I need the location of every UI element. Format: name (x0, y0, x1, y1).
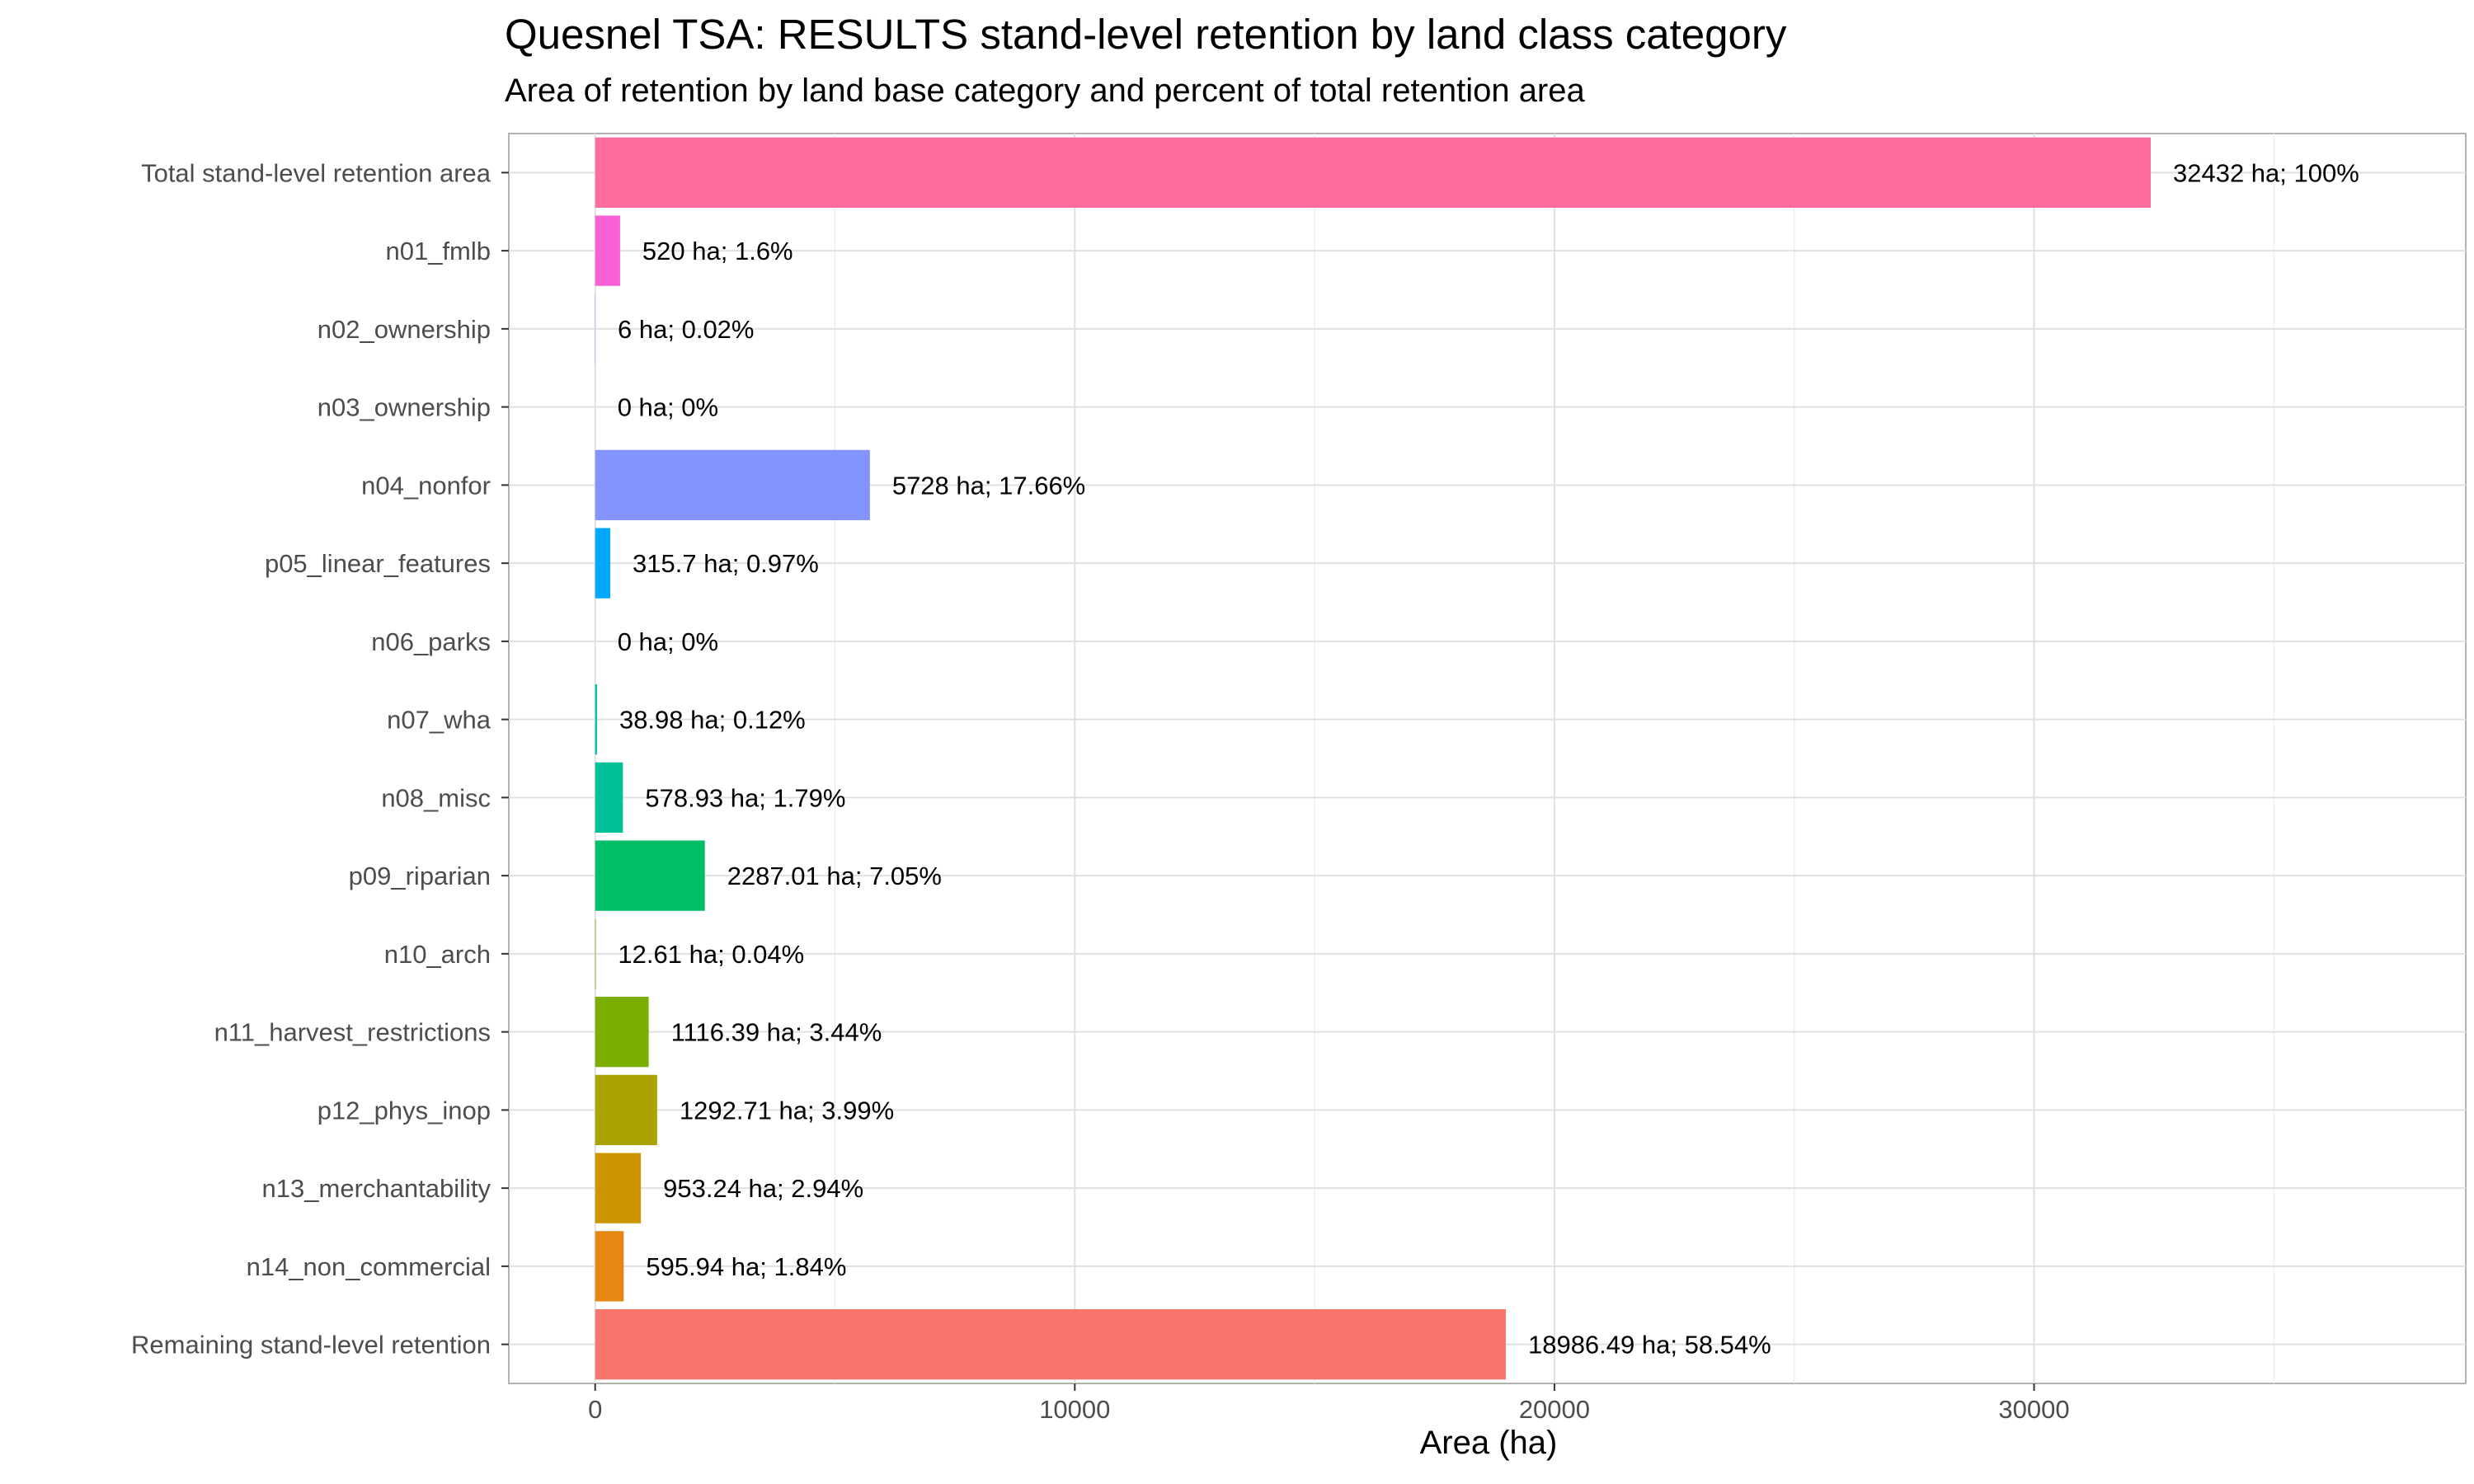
data-label: 595.94 ha; 1.84% (646, 1252, 846, 1281)
data-label: 315.7 ha; 0.97% (633, 549, 819, 578)
bar (595, 683, 597, 755)
x-axis: 0 10000 20000 30000 (588, 1383, 2070, 1424)
data-label: 0 ha; 0% (618, 393, 718, 422)
data-label: 1116.39 ha; 3.44% (671, 1018, 882, 1047)
x-tick-label: 20000 (1519, 1395, 1590, 1424)
bar (595, 1231, 624, 1302)
data-label: 12.61 ha; 0.04% (618, 940, 804, 969)
y-tick-label: n08_misc (381, 783, 491, 812)
x-tick-label: 10000 (1039, 1395, 1110, 1424)
chart-subtitle: Area of retention by land base category … (505, 73, 1585, 109)
data-label: 38.98 ha; 0.12% (619, 706, 806, 735)
data-label: 1292.71 ha; 3.99% (680, 1096, 894, 1125)
y-tick-label: n07_wha (387, 706, 492, 735)
y-tick-label: Total stand-level retention area (141, 158, 492, 187)
bar (595, 528, 611, 599)
bar (595, 1308, 1506, 1380)
bar (595, 1153, 642, 1223)
data-label: 2287.01 ha; 7.05% (727, 862, 942, 890)
y-tick-label: n10_arch (384, 940, 491, 969)
bars (595, 137, 2151, 1380)
x-tick-label: 0 (588, 1395, 602, 1424)
x-tick-label: 30000 (1998, 1395, 2069, 1424)
y-tick-label: n02_ownership (317, 315, 491, 344)
data-label: 953.24 ha; 2.94% (663, 1174, 863, 1203)
chart-title: Quesnel TSA: RESULTS stand-level retenti… (505, 11, 1787, 58)
data-label: 32432 ha; 100% (2173, 158, 2359, 187)
data-label: 6 ha; 0.02% (618, 315, 754, 344)
data-label: 578.93 ha; 1.79% (645, 783, 845, 812)
y-tick-label: n01_fmlb (385, 237, 491, 265)
y-tick-label: n14_non_commercial (247, 1252, 491, 1281)
bar (595, 840, 705, 911)
y-tick-label: n13_merchantability (262, 1174, 492, 1203)
bar-labels: 32432 ha; 100% 520 ha; 1.6% 6 ha; 0.02% 0 h… (618, 158, 2359, 1359)
y-tick-label: p12_phys_inop (317, 1096, 491, 1125)
data-label: 18986.49 ha; 58.54% (1528, 1331, 1771, 1360)
y-tick-label: n06_parks (371, 627, 491, 656)
bar (595, 762, 623, 834)
y-tick-label: p05_linear_features (265, 549, 491, 578)
bar (595, 1074, 657, 1146)
y-tick-label: p09_riparian (349, 862, 491, 890)
bar (595, 918, 596, 989)
y-tick-label: Remaining stand-level retention (131, 1331, 491, 1360)
data-label: 5728 ha; 17.66% (892, 471, 1085, 500)
bar (595, 449, 870, 521)
y-tick-label: n11_harvest_restrictions (214, 1018, 491, 1047)
data-label: 0 ha; 0% (618, 627, 718, 656)
data-label: 520 ha; 1.6% (642, 237, 793, 265)
x-axis-label: Area (ha) (1419, 1425, 1558, 1461)
y-tick-label: n03_ownership (317, 393, 491, 422)
bar (595, 996, 649, 1068)
bar (595, 215, 620, 286)
y-tick-label: n04_nonfor (361, 471, 491, 500)
bar (595, 137, 2151, 209)
y-axis: Total stand-level retention area n01_fmlb… (131, 158, 509, 1360)
grid-lines (509, 134, 2466, 1383)
